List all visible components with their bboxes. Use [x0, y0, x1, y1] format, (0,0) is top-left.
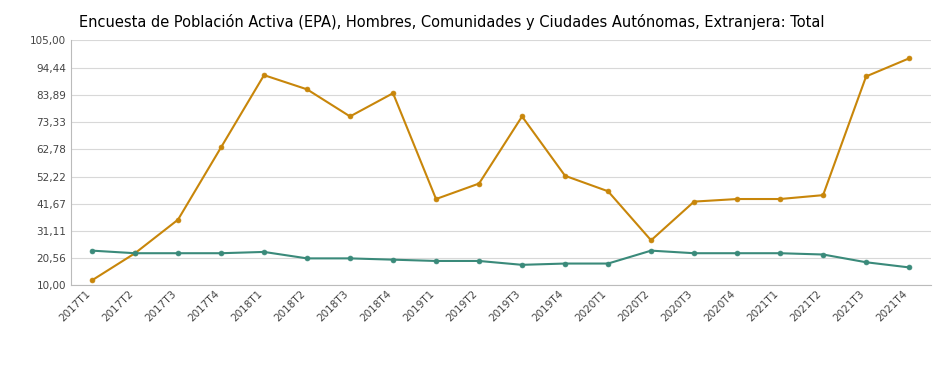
Text: Encuesta de Población Activa (EPA), Hombres, Comunidades y Ciudades Autónomas, E: Encuesta de Población Activa (EPA), Homb… — [79, 14, 824, 30]
